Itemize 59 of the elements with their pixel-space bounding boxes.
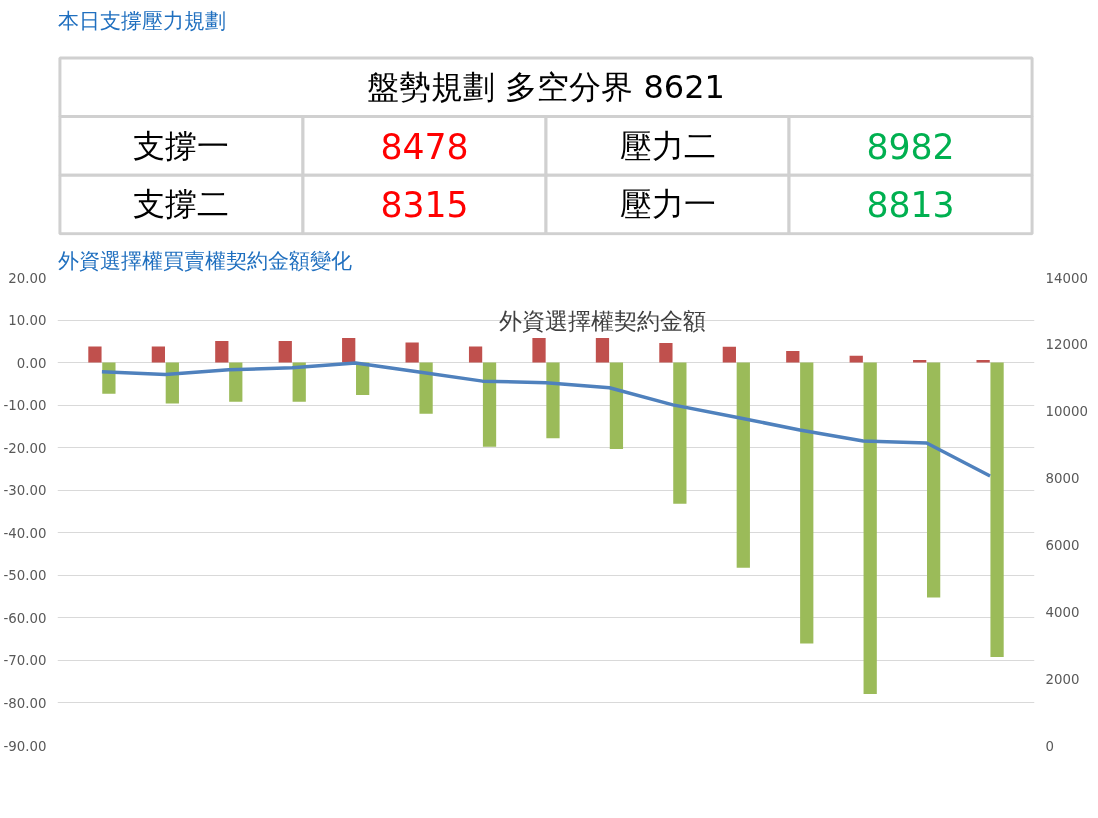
y-tick-label: 10.00	[8, 313, 47, 329]
text: 本日支撐壓力規劃	[57, 7, 226, 33]
text: 支撐一	[133, 126, 230, 165]
y2-tick-label: 2000	[1045, 671, 1080, 687]
y-tick-label: -40.00	[3, 525, 47, 541]
bar	[673, 362, 687, 504]
bar	[990, 362, 1004, 658]
bar	[229, 362, 243, 402]
y-tick-label: -70.00	[3, 653, 47, 669]
y2-tick-label: 6000	[1045, 537, 1080, 553]
y-tick-label: -90.00	[3, 738, 47, 754]
text: 壓力一	[619, 185, 716, 224]
y2-tick-label: 4000	[1045, 604, 1080, 620]
bar	[405, 342, 419, 363]
text: 壓力二	[619, 126, 716, 165]
y-tick-label: -30.00	[3, 483, 47, 499]
y-tick-label: -10.00	[3, 398, 47, 414]
bar	[482, 362, 497, 447]
text: 盤勢規劃 多空分界 8621	[367, 68, 725, 107]
bar	[419, 362, 433, 414]
bar	[532, 337, 546, 363]
y2-tick-label: 10000	[1045, 404, 1088, 420]
chart-title: 外資選擇權買賣權契約金額變化	[57, 247, 352, 273]
y-tick-label: -20.00	[3, 440, 47, 456]
y2-tick-label: 12000	[1045, 337, 1088, 353]
bar	[546, 362, 560, 439]
bar	[595, 337, 610, 363]
y-tick-label: -50.00	[3, 568, 47, 584]
text: 8478	[380, 126, 469, 167]
y-tick-label: -80.00	[3, 695, 47, 711]
y2-tick-label: 14000	[1045, 270, 1088, 286]
text: 外資選擇權契約金額	[499, 307, 706, 334]
bar	[88, 346, 102, 363]
bar	[468, 346, 483, 363]
bar	[800, 362, 814, 644]
y2-tick-label: 8000	[1045, 471, 1080, 487]
y2-tick-label: 0	[1045, 738, 1054, 754]
bar	[151, 346, 165, 363]
y-tick-label: 20.00	[8, 270, 47, 286]
bar	[342, 337, 356, 363]
text: 8982	[866, 126, 955, 167]
line-series	[100, 361, 992, 478]
bar	[609, 362, 624, 449]
bar	[659, 343, 673, 363]
y-tick-label: -60.00	[3, 610, 47, 626]
bar	[215, 340, 229, 363]
bar	[927, 362, 941, 598]
bar	[976, 360, 990, 363]
text: 8315	[380, 185, 469, 226]
text: 支撐二	[133, 185, 230, 224]
bar	[913, 360, 927, 363]
bar	[849, 355, 863, 363]
text: 8813	[866, 185, 955, 226]
y-tick-label: 0.00	[16, 355, 47, 371]
bar	[722, 346, 736, 363]
bar	[278, 340, 292, 363]
bar	[863, 362, 877, 695]
bar	[736, 362, 750, 568]
bar	[786, 351, 800, 363]
